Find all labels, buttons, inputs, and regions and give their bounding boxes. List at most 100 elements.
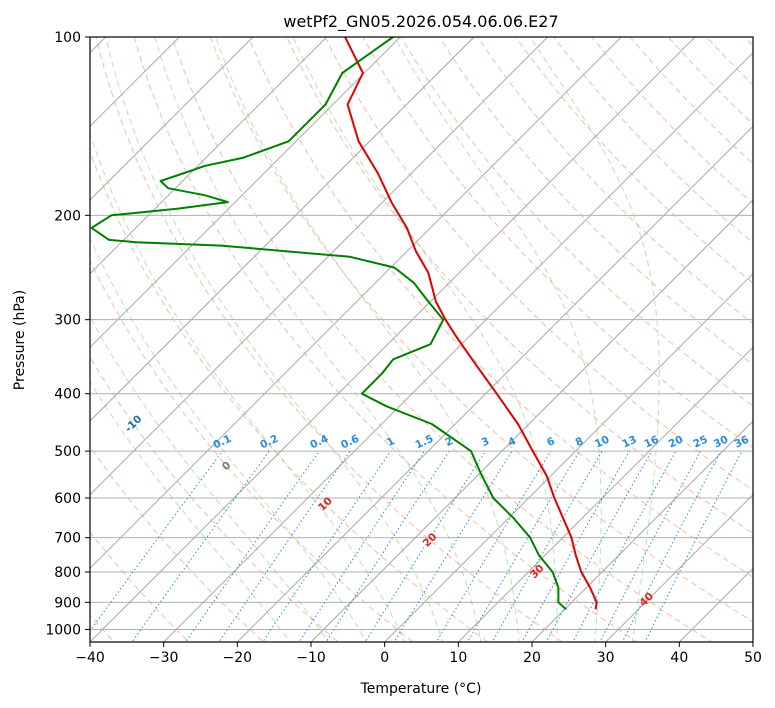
sounding-profiles (90, 37, 598, 611)
plot-frame (89, 36, 754, 643)
isotherm-line (90, 37, 623, 570)
mixing-ratio-line (393, 450, 513, 642)
background-lines (90, 37, 753, 642)
moist-adiabat-line (292, 37, 558, 642)
x-tick-label: −40 (75, 650, 105, 666)
moist-adiabat-line (90, 236, 367, 642)
dry-adiabat-line (286, 37, 753, 534)
x-tick-label: 40 (670, 650, 688, 666)
dry-adiabat-line (133, 37, 638, 642)
moist-adiabat-line (154, 37, 482, 642)
y-tick-label: 300 (54, 313, 81, 329)
y-tick-label: 600 (54, 491, 81, 507)
y-tick-label: 900 (54, 595, 81, 611)
mixing-ratio-label: 10 (593, 434, 611, 451)
x-tick-label: 30 (597, 650, 615, 666)
isotherm-line (90, 37, 402, 349)
mixing-ratio-label: 4 (506, 435, 518, 449)
x-tick-label: −20 (223, 650, 253, 666)
mixing-ratio-line (298, 450, 425, 642)
isotherm-line (310, 199, 753, 642)
dry-adiabat-line (248, 37, 753, 578)
mixing-ratio-line (435, 450, 552, 642)
isotherm-line (531, 420, 753, 642)
mixing-ratio-line (572, 450, 677, 642)
mixing-ratio-label: 2 (443, 435, 455, 449)
moist-adiabat-line (90, 380, 291, 642)
moist-adiabat-line (394, 37, 602, 642)
x-tick-label: 50 (744, 650, 762, 666)
mixing-ratio-line (364, 450, 486, 642)
isotherm-line (457, 346, 753, 642)
x-tick-label: −30 (149, 650, 179, 666)
mixing-ratio-label: 13 (620, 434, 638, 451)
moist-adiabat-line (105, 37, 444, 642)
y-tick-label: 400 (54, 387, 81, 403)
plot-area: -100-90-80-70-60-50-40-30-20-10010203040… (89, 36, 754, 643)
dry-adiabat-line (476, 37, 753, 325)
dry-adiabat-line (90, 259, 414, 642)
mixing-ratio-label: 16 (642, 434, 660, 451)
dry-adiabat-line (629, 37, 753, 165)
isotherm-line (90, 37, 549, 496)
y-tick-label: 200 (54, 208, 81, 224)
isotherm-line (90, 37, 181, 128)
isotherm-line (383, 272, 753, 642)
dewpoint-profile (90, 37, 567, 611)
dry-adiabat-line (209, 37, 753, 623)
axes: −40 −30 −20 −10 0 10 20 30 40 50 100 200 300 400 500 60… (45, 30, 762, 666)
mixing-ratio-line (545, 450, 653, 642)
x-axis-label: Temperature (°C) (360, 681, 482, 697)
dry-adiabat-line (171, 37, 713, 642)
mixing-ratio-line (262, 450, 392, 642)
y-tick-label: 500 (54, 444, 81, 460)
isotherm-line (90, 37, 475, 422)
mixing-ratio-line (218, 450, 351, 642)
dry-adiabat-line (400, 37, 753, 407)
chart-title: wetPf2_GN05.2026.054.06.06.E27 (283, 12, 558, 32)
x-tick-label: 0 (380, 650, 389, 666)
x-tick-label: 20 (523, 650, 541, 666)
dry-adiabat-line (591, 37, 753, 204)
dry-adiabat-line (667, 37, 753, 125)
mixing-ratio-label: 36 (733, 434, 751, 451)
isotherm-line (90, 37, 696, 642)
mixing-ratio-label: 6 (545, 435, 557, 449)
y-axis-label: Pressure (hPa) (12, 290, 28, 390)
mixing-ratio-line (599, 450, 701, 642)
mixing-ratio-label: 25 (691, 434, 709, 451)
y-tick-label: 1000 (45, 622, 81, 638)
dry-adiabat-line (95, 37, 564, 642)
isotherm-line (90, 37, 328, 275)
moist-adiabat-line (90, 315, 329, 642)
mixing-ratio-line (325, 450, 450, 642)
mixing-ratio-label: 1 (385, 435, 397, 449)
mixing-ratio-line (466, 450, 580, 642)
mixing-ratio-line (491, 450, 603, 642)
mixing-ratio-label: 20 (667, 434, 685, 451)
y-tick-label: 700 (54, 531, 81, 547)
x-tick-label: 10 (449, 650, 467, 666)
isotherm-line (604, 493, 753, 642)
mixing-ratio-label: 8 (574, 435, 586, 449)
dry-adiabat-line (90, 150, 489, 642)
mixing-ratio-line (131, 450, 270, 642)
dry-adiabat-line (90, 445, 265, 642)
dry-adiabat-line (438, 37, 753, 366)
mixing-ratio-label: 30 (712, 434, 730, 451)
moist-adiabat-line (215, 37, 520, 642)
x-tick-label: −10 (296, 650, 326, 666)
y-tick-label: 800 (54, 565, 81, 581)
isotherm-line (236, 125, 753, 642)
y-tick-label: 100 (54, 30, 81, 46)
mixing-ratio-label: 3 (480, 435, 492, 449)
dry-adiabat-line (324, 37, 753, 491)
isotherm-line (162, 51, 753, 642)
temperature-profile (344, 37, 598, 610)
moist-adiabat-line (90, 131, 406, 642)
isotherm-line (90, 37, 254, 201)
moist-adiabat-line (529, 37, 660, 642)
